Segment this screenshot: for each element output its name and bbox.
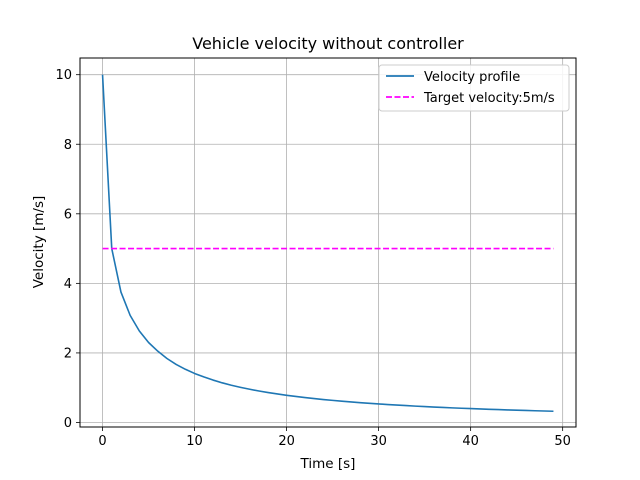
plot-frame bbox=[79, 57, 577, 428]
y-tick-label: 6 bbox=[64, 207, 72, 222]
x-tick-label: 50 bbox=[554, 434, 571, 449]
y-tick-label: 4 bbox=[64, 277, 72, 292]
x-tick-label: 10 bbox=[186, 434, 203, 449]
x-tick-label: 30 bbox=[370, 434, 387, 449]
legend: Velocity profile Target velocity:5m/s bbox=[378, 64, 570, 112]
x-tick-label: 40 bbox=[462, 434, 479, 449]
ticks: 0 10 20 30 40 50 0 2 4 6 8 10 bbox=[55, 68, 570, 449]
x-tick-label: 20 bbox=[278, 434, 295, 449]
y-tick-label: 0 bbox=[64, 416, 72, 431]
x-axis-title: Time [s] bbox=[300, 456, 356, 472]
legend-label-target-velocity: Target velocity:5m/s bbox=[423, 91, 555, 106]
y-tick-label: 2 bbox=[64, 346, 72, 361]
y-tick-label: 10 bbox=[55, 68, 72, 83]
chart-title: Vehicle velocity without controller bbox=[192, 34, 464, 53]
y-tick-label: 8 bbox=[64, 138, 72, 153]
legend-box bbox=[378, 64, 570, 112]
series-line-velocity-profile bbox=[101, 74, 554, 413]
legend-label-velocity-profile: Velocity profile bbox=[424, 70, 520, 85]
grid bbox=[80, 58, 576, 427]
x-tick-label: 0 bbox=[98, 434, 106, 449]
series-layer bbox=[101, 74, 554, 413]
y-axis-title: Velocity [m/s] bbox=[31, 196, 47, 289]
